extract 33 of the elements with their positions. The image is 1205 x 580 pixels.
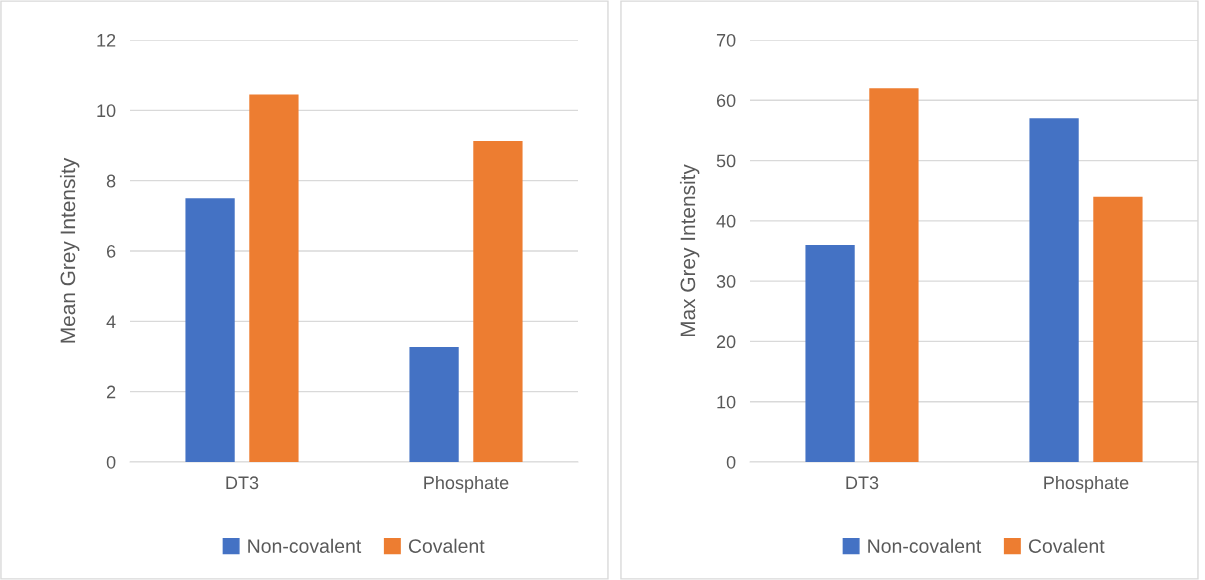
bar <box>1029 118 1079 462</box>
x-tick-label: Phosphate <box>424 475 509 493</box>
y-axis-title: Mean Grey Intensity <box>59 157 80 343</box>
x-tick-label: DT3 <box>226 476 259 490</box>
y-tick-label: 0 <box>726 455 736 469</box>
legend-label: Covalent <box>408 538 485 553</box>
y-tick-label: 12 <box>97 33 116 47</box>
y-tick-label: 50 <box>716 154 736 168</box>
bar <box>805 244 855 462</box>
x-tick-label: DT3 <box>846 476 879 490</box>
y-axis-title: Max Grey Intensity <box>679 164 700 337</box>
bar <box>185 198 235 462</box>
y-tick-label: 40 <box>716 214 736 228</box>
bar <box>249 94 299 462</box>
bar <box>473 140 523 462</box>
y-tick-label: 6 <box>106 244 116 258</box>
legend-label: Non-covalent <box>868 538 982 553</box>
bar <box>1093 196 1143 462</box>
bar <box>409 347 459 462</box>
y-tick-label: 20 <box>716 335 736 349</box>
y-tick-label: 8 <box>106 174 116 188</box>
bar <box>869 88 919 462</box>
legend-label: Covalent <box>1028 538 1105 553</box>
x-tick-label: Phosphate <box>1044 475 1129 493</box>
y-tick-label: 4 <box>106 315 116 328</box>
y-tick-label: 60 <box>716 94 736 108</box>
y-tick-label: 70 <box>716 33 736 47</box>
y-tick-label: 2 <box>106 385 116 399</box>
legend-label: Non-covalent <box>248 538 362 553</box>
y-tick-label: 30 <box>716 275 736 288</box>
y-tick-label: 10 <box>717 395 736 409</box>
y-tick-label: 10 <box>97 104 116 118</box>
y-tick-label: 0 <box>106 455 116 469</box>
